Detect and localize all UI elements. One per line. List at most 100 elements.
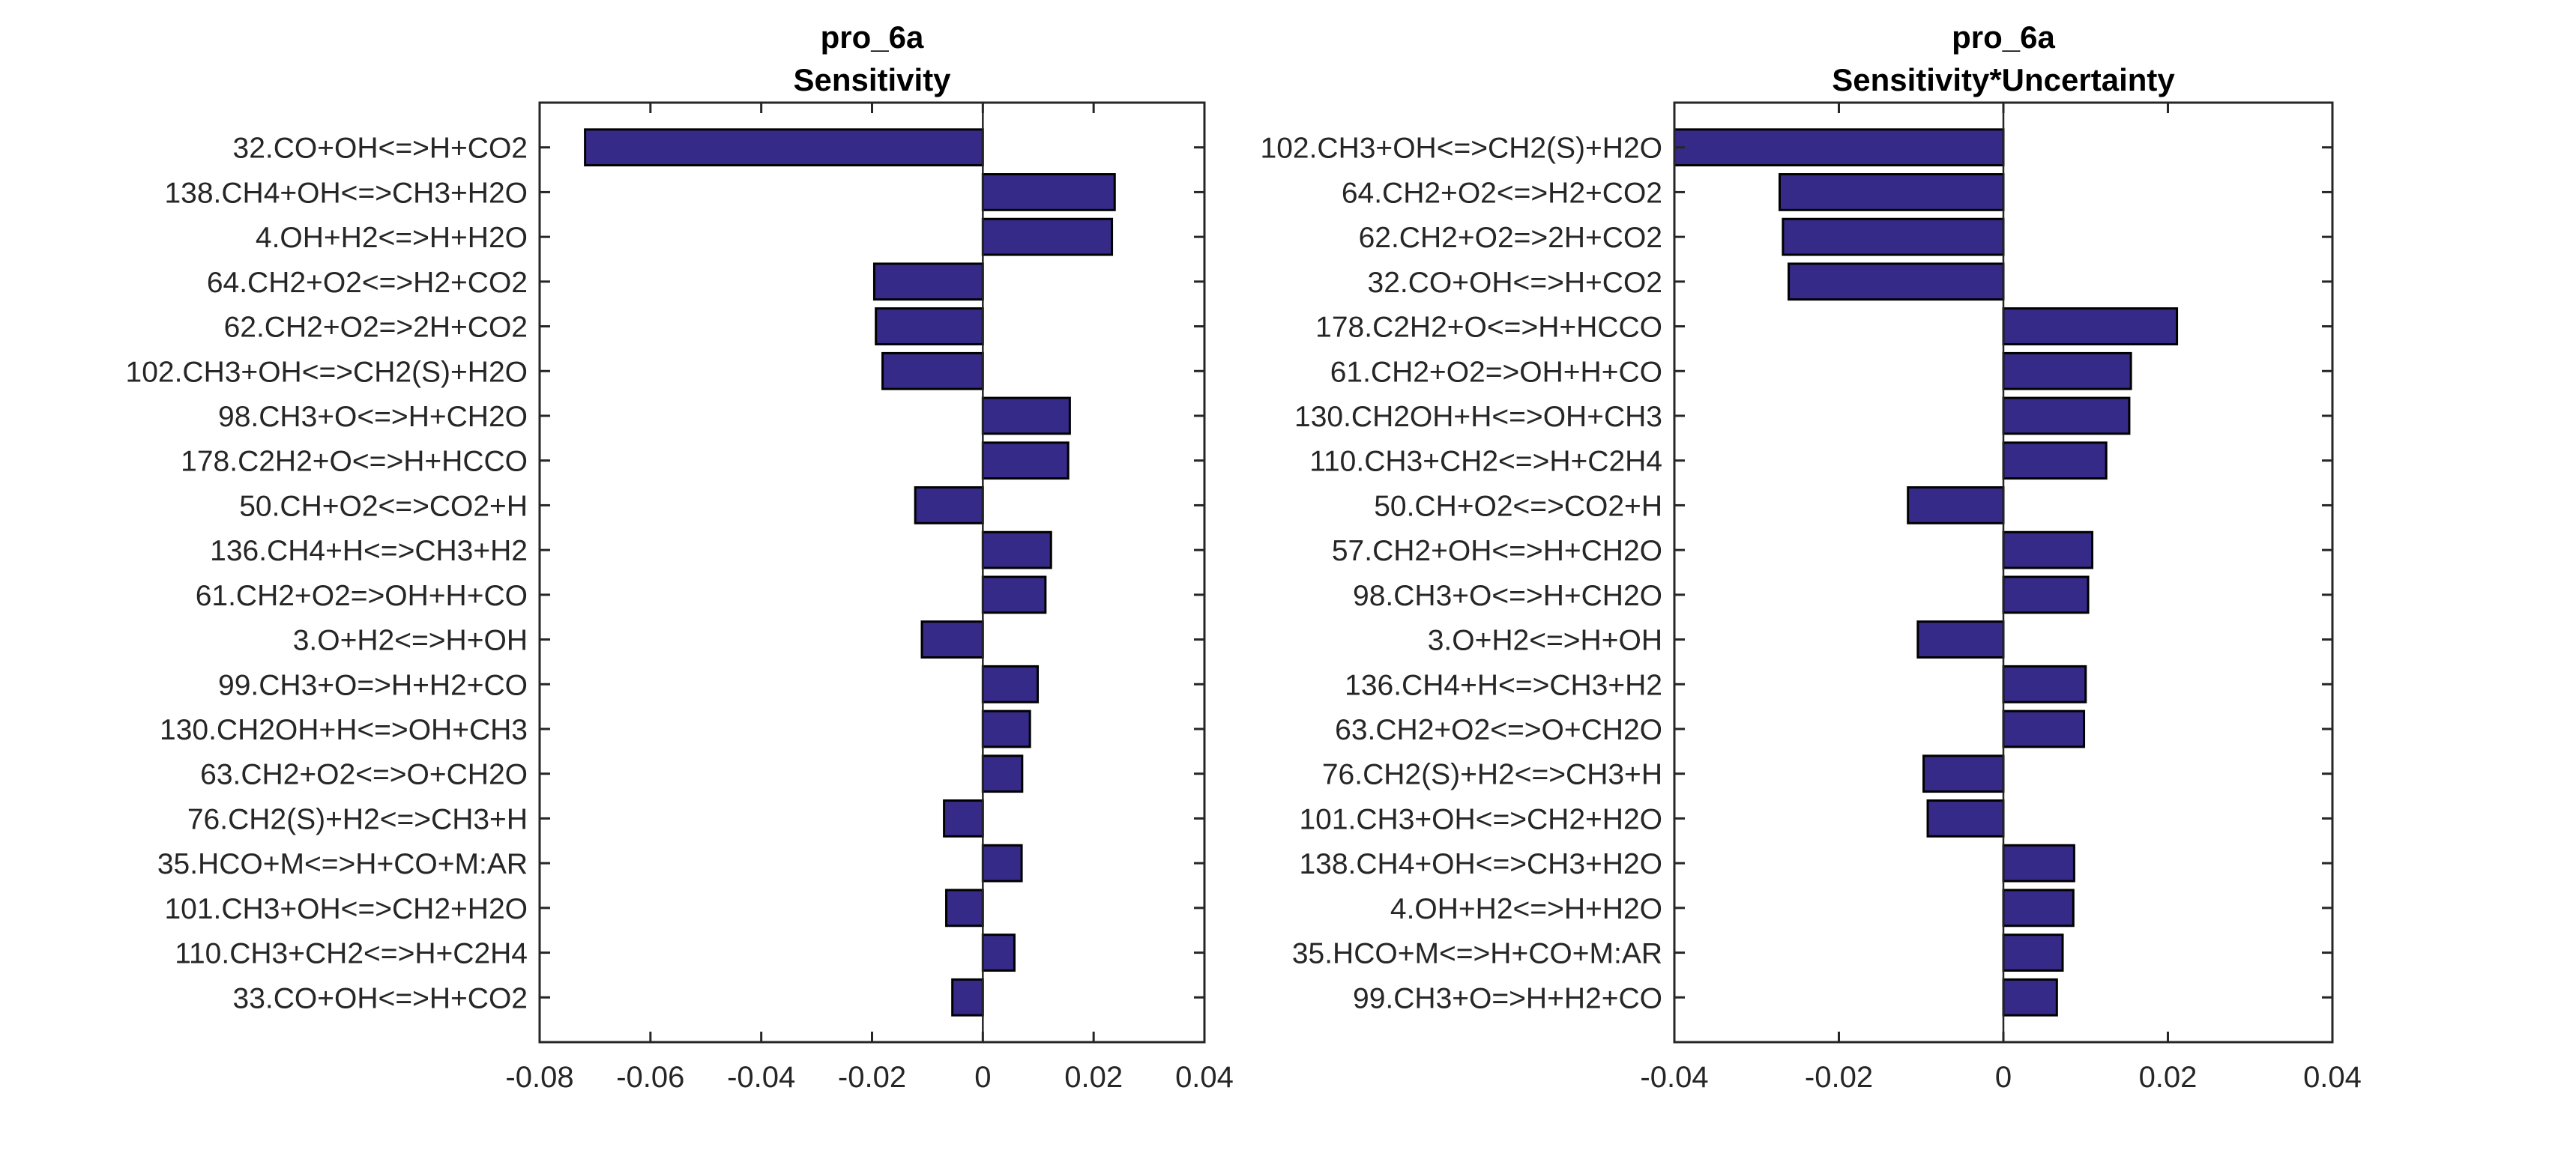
bar [981, 441, 1070, 480]
y-tick-label: 110.CH3+CH2<=>H+C2H4 [1309, 446, 1662, 478]
x-tick-label: -0.02 [1805, 1061, 1873, 1094]
bar [2002, 978, 2058, 1017]
bar [1673, 128, 2005, 167]
bar [1922, 754, 2005, 793]
y-tick-label: 35.HCO+M<=>H+CO+M:AR [157, 848, 528, 880]
y-tick-label: 102.CH3+OH<=>CH2(S)+H2O [126, 356, 528, 388]
y-tick-label: 3.O+H2<=>H+OH [1428, 625, 1662, 657]
y-tick-labels: 32.CO+OH<=>H+CO2 138.CH4+OH<=>CH3+H2O 4.OH… [126, 133, 528, 1015]
bar [2002, 530, 2094, 569]
y-tick-label: 178.C2H2+O<=>H+HCCO [181, 446, 528, 478]
bar [2002, 665, 2087, 703]
y-tick-label: 130.CH2OH+H<=>OH+CH3 [1294, 401, 1662, 433]
y-tick-label: 62.CH2+O2=>2H+CO2 [1359, 222, 1662, 254]
y-tick-label: 136.CH4+H<=>CH3+H2 [1345, 669, 1662, 701]
y-tick-label: 57.CH2+OH<=>H+CH2O [1332, 535, 1662, 567]
bar [981, 754, 1024, 793]
sensitivity-panel: pro_6a Sensitivity 32.CO+OH<=>H+CO2 138.C… [126, 19, 1234, 1094]
bar [1916, 620, 2005, 659]
axes-frame [1673, 101, 2334, 1044]
x-tick-label: 0 [1995, 1061, 2012, 1094]
y-tick-label: 50.CH+O2<=>CO2+H [239, 490, 528, 522]
bar [981, 575, 1047, 614]
y-tick-label: 62.CH2+O2=>2H+CO2 [224, 312, 528, 344]
x-tick-label: -0.02 [838, 1061, 906, 1094]
bar [1778, 173, 2005, 211]
y-tick-label: 99.CH3+O=>H+H2+CO [1353, 982, 1662, 1014]
y-tick-label: 61.CH2+O2=>OH+H+CO [1330, 356, 1662, 388]
y-tick-label: 32.CO+OH<=>H+CO2 [1368, 267, 1662, 299]
y-tick-label: 136.CH4+H<=>CH3+H2 [210, 535, 528, 567]
bar [2002, 441, 2108, 480]
bar [981, 530, 1052, 569]
y-tick-label: 64.CH2+O2<=>H2+CO2 [1342, 177, 1662, 209]
bar [914, 486, 984, 524]
bar [881, 351, 984, 390]
y-tick-label: 76.CH2(S)+H2<=>CH3+H [1322, 759, 1662, 791]
panel-title-line-1: pro_6a [821, 19, 924, 55]
bar [951, 978, 984, 1017]
bar [1788, 262, 2005, 301]
bar [981, 396, 1071, 435]
y-tick-label: 64.CH2+O2<=>H2+CO2 [207, 267, 528, 299]
sensitivity-uncertainty-panel: pro_6a Sensitivity*Uncertainty 102.CH3+O… [1261, 19, 2362, 1094]
y-tick-label: 98.CH3+O<=>H+CH2O [218, 401, 528, 433]
bar [2002, 844, 2075, 883]
y-tick-label: 61.CH2+O2=>OH+H+CO [196, 580, 528, 612]
x-tick-label: -0.08 [505, 1061, 573, 1094]
y-tick-label: 101.CH3+OH<=>CH2+H2O [164, 893, 528, 925]
bar [872, 262, 984, 301]
y-tick-label: 178.C2H2+O<=>H+HCCO [1315, 312, 1662, 344]
y-tick-label: 76.CH2(S)+H2<=>CH3+H [187, 803, 528, 835]
y-tick-label: 138.CH4+OH<=>CH3+H2O [1299, 848, 1662, 880]
x-tick-label: -0.04 [1640, 1061, 1708, 1094]
bar [584, 128, 984, 167]
bar [2002, 396, 2131, 435]
bar [2002, 351, 2132, 390]
y-tick-label: 33.CO+OH<=>H+CO2 [233, 982, 528, 1014]
x-tick-label: 0.02 [1064, 1061, 1123, 1094]
bar [1782, 217, 2005, 256]
y-tick-label: 4.OH+H2<=>H+H2O [1390, 893, 1662, 925]
x-tick-label: -0.06 [616, 1061, 684, 1094]
y-tick-label: 63.CH2+O2<=>O+CH2O [200, 759, 528, 791]
x-tick-label: -0.04 [727, 1061, 795, 1094]
y-tick-label: 101.CH3+OH<=>CH2+H2O [1299, 803, 1662, 835]
bar [2002, 575, 2090, 614]
y-tick-label: 102.CH3+OH<=>CH2(S)+H2O [1261, 133, 1663, 165]
bar [2002, 889, 2075, 928]
y-tick-labels: 102.CH3+OH<=>CH2(S)+H2O 64.CH2+O2<=>H2+CO… [1261, 133, 1663, 1015]
panel-title-line-1: pro_6a [1952, 19, 2055, 55]
bar [2002, 709, 2086, 748]
x-tick-labels: -0.04 -0.02 0 0.02 0.04 [1640, 1061, 2362, 1094]
x-tick-labels: -0.08 -0.06 -0.04 -0.02 0 0.02 0.04 [505, 1061, 1234, 1094]
bar [981, 217, 1114, 256]
bar [1926, 799, 2005, 838]
y-tick-label: 99.CH3+O=>H+H2+CO [218, 669, 528, 701]
y-tick-label: 138.CH4+OH<=>CH3+H2O [164, 177, 528, 209]
panel-title-line-2: Sensitivity [793, 62, 951, 97]
bar [2002, 307, 2179, 345]
y-tick-label: 98.CH3+O<=>H+CH2O [1353, 580, 1662, 612]
bar [981, 844, 1023, 883]
bar [981, 173, 1116, 211]
x-tick-label: 0.04 [2303, 1061, 2362, 1094]
bar [981, 934, 1016, 972]
y-tick-label: 63.CH2+O2<=>O+CH2O [1335, 714, 1662, 746]
bar [945, 889, 984, 928]
y-tick-label: 35.HCO+M<=>H+CO+M:AR [1292, 938, 1662, 970]
y-tick-label: 50.CH+O2<=>CO2+H [1374, 490, 1662, 522]
bar [981, 709, 1031, 748]
bar [981, 665, 1040, 703]
y-tick-label: 110.CH3+CH2<=>H+C2H4 [175, 938, 528, 970]
y-tick-label: 32.CO+OH<=>H+CO2 [233, 133, 528, 165]
panel-title-line-2: Sensitivity*Uncertainty [1832, 62, 2175, 97]
bar [1907, 486, 2005, 524]
y-tick-label: 4.OH+H2<=>H+H2O [256, 222, 528, 254]
x-tick-label: 0 [974, 1061, 991, 1094]
x-tick-label: 0.04 [1175, 1061, 1234, 1094]
bar [2002, 934, 2064, 972]
x-tick-label: 0.02 [2139, 1061, 2198, 1094]
